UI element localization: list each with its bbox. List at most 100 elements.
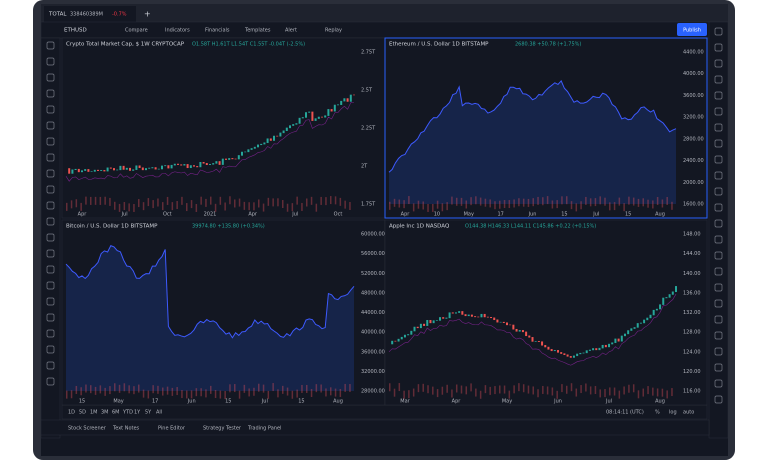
bottom-tab[interactable]: Strategy Tester	[203, 426, 242, 432]
candle	[668, 294, 671, 298]
tab[interactable]	[44, 6, 136, 22]
pane-title[interactable]: Ethereum / U.S. Dollar 1D BITSTAMP	[389, 42, 489, 48]
bottom-tab[interactable]: Trading Panel	[247, 426, 281, 432]
scale-toggle[interactable]: %	[655, 410, 660, 416]
toolbar-item[interactable]: Financials	[205, 28, 230, 34]
sidebar-icon[interactable]	[714, 107, 723, 116]
volume-bar	[489, 199, 491, 208]
volume-bar	[238, 390, 241, 399]
new-tab[interactable]: +	[144, 10, 151, 19]
price-label: 44000.00	[361, 310, 385, 316]
range-button[interactable]: 5D	[79, 410, 86, 416]
tool-icon[interactable]	[46, 329, 55, 338]
sidebar-icon[interactable]	[714, 123, 723, 132]
range-button[interactable]: 3M	[101, 410, 109, 416]
tool-icon[interactable]	[46, 313, 55, 322]
sidebar-icon[interactable]	[714, 139, 723, 148]
range-button[interactable]: 1Y	[134, 410, 141, 416]
volume-bar	[551, 387, 554, 396]
tool-icon[interactable]	[46, 121, 55, 130]
volume-bar	[642, 388, 645, 397]
range-button[interactable]: YTD	[122, 410, 133, 416]
tool-icon[interactable]	[46, 345, 55, 354]
sidebar-icon[interactable]	[714, 155, 723, 164]
sidebar-icon[interactable]	[714, 299, 723, 308]
tool-icon[interactable]	[46, 201, 55, 210]
toolbar-item[interactable]: Templates	[244, 28, 271, 34]
volume-bar	[609, 202, 611, 211]
candle	[541, 341, 544, 346]
sidebar-icon[interactable]	[714, 203, 723, 212]
tool-icon[interactable]	[46, 73, 55, 82]
toolbar-item[interactable]: Indicators	[165, 28, 190, 34]
range-button[interactable]: 6M	[112, 410, 120, 416]
tool-icon[interactable]	[46, 281, 55, 290]
sidebar-icon[interactable]	[714, 59, 723, 68]
tool-icon[interactable]	[46, 185, 55, 194]
sidebar-icon[interactable]	[714, 235, 723, 244]
sidebar-icon[interactable]	[714, 187, 723, 196]
publish-button[interactable]	[677, 23, 707, 36]
tool-icon[interactable]	[46, 89, 55, 98]
symbol[interactable]: ETHUSD	[64, 28, 87, 34]
range-button[interactable]: 1M	[90, 410, 98, 416]
volume-bar	[190, 200, 193, 209]
pane-title[interactable]: Bitcoin / U.S. Dollar 1D BITSTAMP	[66, 224, 158, 230]
bottom-tab[interactable]: Stock Screener	[68, 426, 107, 432]
tool-icon[interactable]	[46, 57, 55, 66]
range-button[interactable]: 1D	[68, 410, 75, 416]
range-button[interactable]: 5Y	[145, 410, 152, 416]
bottom-tab[interactable]: Pine Editor	[158, 426, 186, 432]
tool-icon[interactable]	[46, 41, 55, 50]
scale-toggle[interactable]: log	[669, 410, 677, 416]
sidebar-icon[interactable]	[714, 331, 723, 340]
candle	[623, 333, 626, 337]
tool-icon[interactable]	[46, 297, 55, 306]
sidebar-icon[interactable]	[714, 43, 723, 52]
sidebar-icon[interactable]	[714, 171, 723, 180]
sidebar-icon[interactable]	[714, 27, 723, 36]
volume-bar	[398, 383, 401, 392]
sidebar-icon[interactable]	[714, 283, 723, 292]
tool-icon[interactable]	[46, 153, 55, 162]
chart-pane	[61, 219, 386, 406]
range-button[interactable]: All	[156, 410, 162, 416]
tool-icon[interactable]	[46, 361, 55, 370]
sidebar-icon[interactable]	[714, 363, 723, 372]
toolbar-item[interactable]: Alert	[285, 28, 297, 34]
candle	[205, 163, 208, 165]
sidebar-icon[interactable]	[714, 91, 723, 100]
volume-bar	[330, 387, 332, 396]
tool-icon[interactable]	[46, 137, 55, 146]
tool-icon[interactable]	[46, 233, 55, 242]
toolbar-item[interactable]: Replay	[325, 28, 342, 34]
candle	[180, 164, 183, 166]
tool-icon[interactable]	[46, 105, 55, 114]
tool-icon[interactable]	[46, 265, 55, 274]
tool-icon[interactable]	[46, 217, 55, 226]
candle	[477, 316, 480, 318]
volume-bar	[494, 386, 496, 395]
volume-bar	[432, 203, 434, 212]
sidebar-icon[interactable]	[714, 347, 723, 356]
scale-toggle[interactable]: auto	[683, 410, 694, 416]
bottom-tab[interactable]: Text Notes	[112, 426, 140, 432]
volume-bar	[613, 202, 616, 211]
sidebar-icon[interactable]	[714, 315, 723, 324]
sidebar-icon[interactable]	[714, 251, 723, 260]
sidebar-icon[interactable]	[714, 75, 723, 84]
volume-bar	[349, 384, 351, 393]
price-label: 3200.00	[683, 115, 704, 121]
sidebar-icon[interactable]	[714, 219, 723, 228]
sidebar-icon[interactable]	[714, 267, 723, 276]
time-label: 15	[225, 399, 231, 405]
pane-title[interactable]: Apple Inc 1D NASDAQ	[389, 224, 450, 230]
sidebar-icon[interactable]	[714, 379, 723, 388]
pane-title[interactable]: Crypto Total Market Cap, $ 1W CRYPTOCAP	[66, 42, 185, 48]
tool-icon[interactable]	[46, 377, 55, 386]
toolbar-item[interactable]: Compare	[125, 28, 148, 34]
tool-icon[interactable]	[46, 249, 55, 258]
volume-bar	[166, 196, 169, 205]
tool-icon[interactable]	[46, 169, 55, 178]
sidebar-icon[interactable]	[714, 395, 723, 404]
